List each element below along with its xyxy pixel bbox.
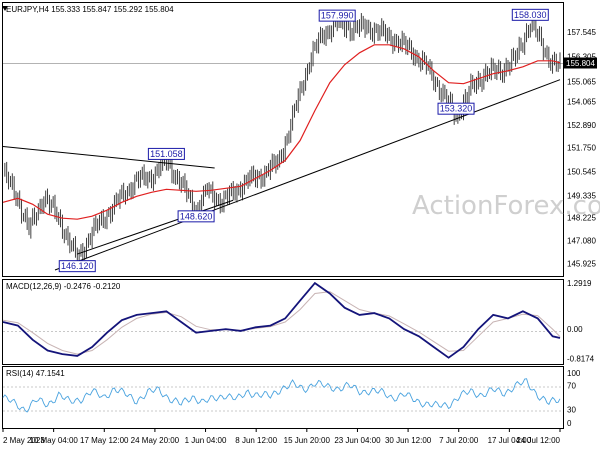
x-tick-label: 23 Jun 04:00 [334, 436, 381, 445]
macd-signal-line [2, 291, 561, 355]
rsi-line-layer [2, 378, 561, 413]
macd-tick-label: -0.8174 [567, 354, 595, 363]
rsi-header: RSI(14) 47.1541 [6, 369, 65, 378]
rsi-line [2, 378, 561, 413]
current-price-value: 155.804 [566, 59, 595, 68]
annotation-label: 158.030 [514, 10, 547, 20]
price-tick-label: 148.225 [567, 214, 596, 223]
annotation-label: 153.320 [440, 104, 473, 114]
y-axis-labels: 157.545 156.305 155.065 154.065 152.890 151.7… [567, 28, 596, 428]
price-tick-label: 149.335 [567, 192, 596, 201]
trend-line [2, 145, 215, 169]
macd-line [2, 281, 561, 359]
current-price-badge [564, 57, 597, 69]
macd-tick-label: 0.00 [567, 325, 583, 334]
rsi-tick-label: 0 [567, 419, 572, 428]
x-tick-label: 10 May 04:00 [29, 436, 78, 445]
price-annotation: 153.320 [437, 102, 475, 115]
price-annotation: 151.058 [147, 147, 185, 160]
annotation-box [318, 9, 356, 22]
annotation-box [147, 147, 185, 160]
x-tick-label: 24 May 20:00 [131, 436, 180, 445]
rsi-tick-label: 70 [567, 382, 576, 391]
price-tick-label: 145.925 [567, 260, 596, 269]
x-tick-label: 24 Jul 12:00 [516, 436, 560, 445]
price-tick-label: 150.545 [567, 167, 596, 176]
trend-line [54, 79, 561, 271]
candles-layer [4, 10, 561, 268]
symbol-header: EURJPY,H4 155.333 155.847 155.292 155.80… [6, 5, 174, 14]
collapse-triangle-icon [2, 6, 8, 11]
price-pane [2, 2, 564, 277]
macd-tick-label: 1.2919 [567, 279, 592, 288]
rsi-pane [2, 366, 564, 429]
price-tick-label: 151.750 [567, 143, 596, 152]
rsi-tick-label: 100 [567, 369, 581, 378]
macd-pane [2, 279, 564, 365]
annotation-box [58, 260, 96, 273]
price-annotation: 148.620 [177, 210, 215, 223]
annotation-label: 157.990 [321, 11, 354, 21]
price-tick-label: 157.545 [567, 28, 596, 37]
price-annotation: 146.120 [58, 260, 96, 273]
watermark-logo: ActionForex.com [412, 191, 600, 221]
price-annotation: 157.990 [318, 9, 356, 22]
annotation-label: 151.058 [150, 149, 183, 159]
x-tick-label: 15 Jun 20:00 [284, 436, 331, 445]
price-tick-label: 152.890 [567, 121, 596, 130]
price-annotation: 158.030 [511, 8, 549, 21]
annotation-box [177, 210, 215, 223]
annotation-box [437, 102, 475, 115]
annotations-layer: 157.990 158.030 151.058 148.620 153.320 146.1… [58, 8, 549, 273]
trend-line [77, 199, 234, 255]
price-tick-label: 154.065 [567, 97, 596, 106]
x-tick-label: 8 Jun 12:00 [235, 436, 277, 445]
price-tick-label: 155.065 [567, 77, 596, 86]
x-tick-label: 17 May 12:00 [80, 436, 129, 445]
x-tick-label: 30 Jun 12:00 [385, 436, 432, 445]
trend-lines-layer [2, 79, 561, 271]
annotation-box [511, 8, 549, 21]
x-tick-label: 2 May 2023 [3, 436, 45, 445]
macd-lines-layer [2, 281, 561, 359]
moving-average-layer [2, 44, 561, 220]
rsi-tick-label: 30 [567, 405, 576, 414]
x-tick-label: 17 Jul 04:00 [488, 436, 532, 445]
x-tick-label: 1 Jun 04:00 [185, 436, 227, 445]
moving-average-line [2, 44, 561, 220]
price-tick-label: 156.305 [567, 53, 596, 62]
annotation-label: 148.620 [180, 211, 213, 221]
x-tick-label: 7 Jul 20:00 [439, 436, 479, 445]
price-tick-label: 147.080 [567, 237, 596, 246]
annotation-label: 146.120 [61, 261, 94, 271]
macd-header: MACD(12,26,9) -0.2476 -0.2120 [6, 282, 121, 291]
